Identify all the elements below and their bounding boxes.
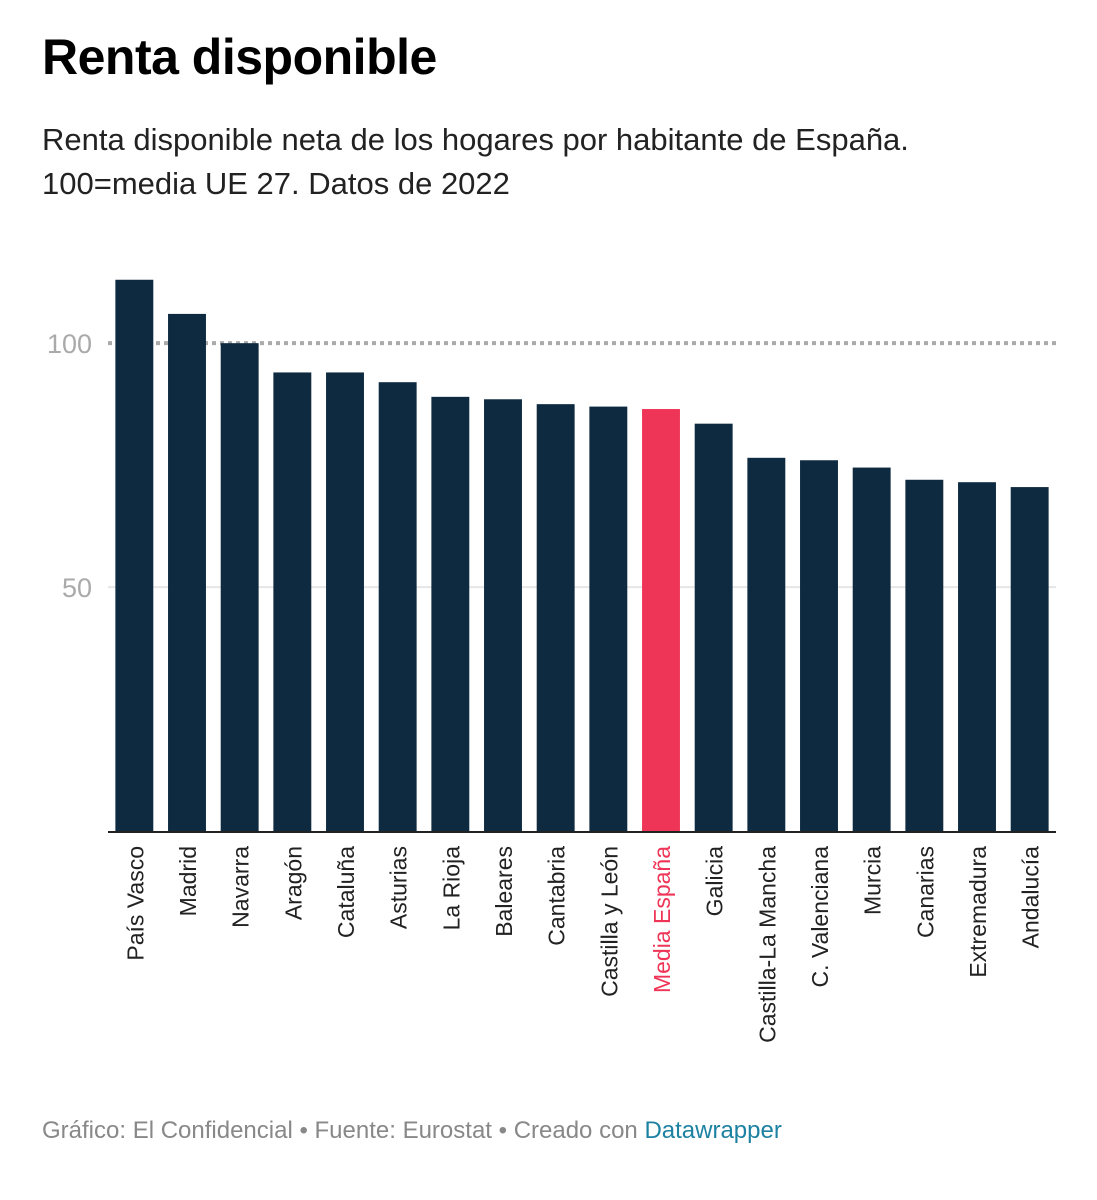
bar-12	[694, 423, 733, 831]
bar-7	[431, 396, 470, 831]
bar-16	[905, 479, 944, 831]
x-tick-label-8: Baleares	[491, 846, 517, 937]
x-tick-label-13: Castilla-La Mancha	[754, 846, 780, 1043]
bar-11	[642, 409, 680, 831]
bar-8	[484, 399, 522, 831]
bar-4	[273, 372, 312, 831]
bar-5	[326, 372, 364, 831]
bar-15	[852, 467, 891, 831]
x-tick-label-11: Media España	[649, 846, 675, 993]
bar-9	[536, 404, 575, 831]
x-tick-label-12: Galicia	[702, 846, 728, 917]
x-tick-label-3: Navarra	[228, 846, 254, 928]
x-tick-label-14: C. Valenciana	[807, 846, 833, 988]
x-tick-label-2: Madrid	[175, 846, 201, 916]
chart-title: Renta disponible	[42, 29, 437, 85]
footer-credits-text: Gráfico: El Confidencial • Fuente: Euros…	[42, 1117, 645, 1144]
bar-10	[589, 406, 628, 831]
y-tick-label-50: 50	[62, 573, 92, 603]
y-tick-label-100: 100	[47, 329, 92, 359]
x-tick-label-6: Asturias	[386, 846, 412, 929]
bar-1	[115, 279, 154, 831]
x-tick-label-7: La Rioja	[438, 846, 464, 931]
bar-17	[958, 482, 996, 831]
x-tick-label-4: Aragón	[280, 846, 306, 920]
datawrapper-link[interactable]: Datawrapper	[644, 1117, 782, 1144]
x-tick-label-18: Andalucía	[1018, 846, 1044, 949]
bar-14	[800, 460, 838, 831]
x-tick-label-9: Cantabria	[544, 846, 570, 946]
x-tick-label-10: Castilla y León	[596, 846, 622, 997]
x-tick-label-16: Canarias	[912, 846, 938, 938]
subtitle-line-2: 100=media UE 27. Datos de 2022	[42, 166, 510, 201]
bar-2	[168, 313, 206, 831]
subtitle-line-1: Renta disponible neta de los hogares por…	[42, 122, 909, 157]
bar-13	[747, 457, 786, 831]
bar-chart: 50 100 País Vasco Madrid Navarra Aragón Catalu…	[47, 279, 1056, 1043]
x-tick-label-17: Extremadura	[965, 846, 991, 978]
x-tick-label-15: Murcia	[860, 846, 886, 915]
bar-18	[1010, 487, 1049, 831]
chart-subtitle: Renta disponible neta de los hogares por…	[42, 118, 1062, 206]
x-tick-label-5: Cataluña	[333, 846, 359, 938]
bar-6	[378, 382, 417, 831]
footer-credits: Gráfico: El Confidencial • Fuente: Euros…	[42, 1117, 782, 1145]
bar-3	[220, 343, 259, 831]
x-tick-label-1: País Vasco	[122, 846, 148, 961]
